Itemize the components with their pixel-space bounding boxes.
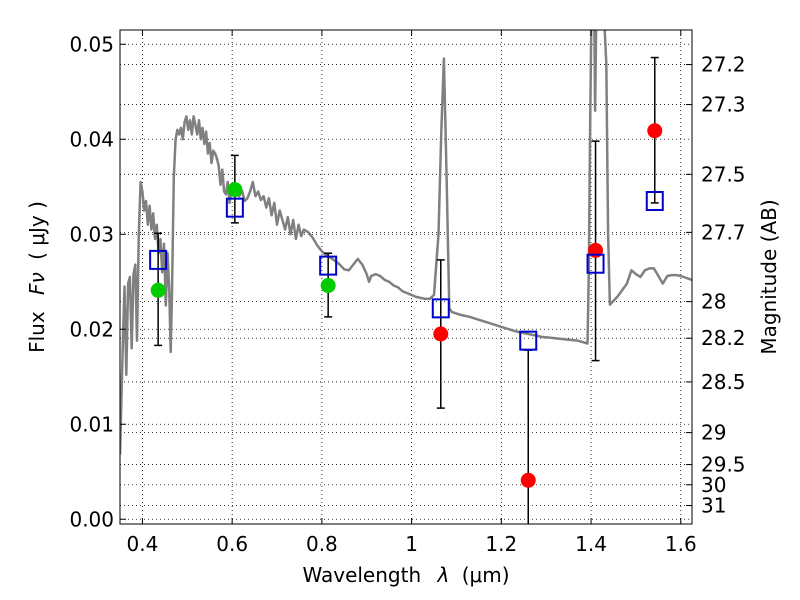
model-photometry-point: [586, 253, 605, 274]
y-tick-label: 0.00: [69, 507, 114, 531]
model-photometry-point: [431, 298, 450, 319]
model-photometry-point: [645, 191, 664, 211]
x-tick-label: 1: [405, 532, 418, 556]
observed-infrared-point: [520, 472, 536, 488]
x-axis-label-prefix: Wavelength: [302, 563, 421, 587]
magnitude-tick-label: 29.5: [701, 453, 746, 477]
y-axis-label-prefix: Flux: [25, 311, 49, 353]
plot-background: [120, 30, 692, 524]
y-axis-label-unit: ( μJy ): [25, 201, 49, 260]
observed-optical-point: [227, 182, 243, 198]
x-tick-label: 0.4: [127, 532, 159, 556]
x-axis-label: Wavelength λ (μm): [302, 563, 509, 587]
x-tick-label: 0.6: [216, 532, 248, 556]
magnitude-tick-label: 28: [701, 290, 726, 314]
y-axis-label: Flux Fν ( μJy ): [25, 201, 49, 353]
magnitude-tick-label: 27.7: [701, 220, 746, 244]
model-photometry-point: [519, 330, 538, 351]
observed-optical-point: [150, 282, 166, 298]
observed-optical-point: [320, 278, 336, 294]
observed-infrared-point: [433, 326, 449, 342]
axis-ticks: 0.4 0.6 0.8 1 1.2 1.4 1.6 0.00 0.01 0.02 0.03 0.04 0…: [69, 30, 746, 556]
spectrum-line: [120, 30, 692, 455]
model-photometry-point: [319, 255, 338, 276]
magnitude-tick-label: 27.3: [701, 93, 746, 117]
x-axis-label-unit: (μm): [462, 563, 510, 587]
x-tick-label: 0.8: [306, 532, 338, 556]
model-spectrum: [120, 30, 692, 455]
x-tick-label: 1.2: [485, 532, 517, 556]
x-axis-label-symbol: λ: [437, 563, 450, 587]
y-tick-label: 0.02: [69, 317, 114, 341]
magnitude-axis-label: Magnitude (AB): [757, 199, 781, 354]
plot-frame: [119, 29, 693, 525]
model-photometry-point: [149, 249, 168, 270]
x-tick-label: 1.4: [575, 532, 607, 556]
magnitude-tick-label: 28.5: [701, 370, 746, 394]
magnitude-tick-label: 27.2: [701, 53, 746, 77]
magnitude-tick-label: 30: [701, 473, 726, 497]
magnitude-tick-label: 29: [701, 421, 726, 445]
data-markers: [149, 123, 664, 488]
model-photometry-point: [225, 197, 244, 218]
y-tick-label: 0.04: [69, 127, 114, 151]
y-tick-label: 0.05: [69, 32, 114, 56]
magnitude-tick-label: 28.2: [701, 326, 746, 350]
x-tick-label: 1.6: [665, 532, 697, 556]
y-axis-label-symbol: Fν: [25, 272, 49, 295]
observed-infrared-point: [647, 123, 663, 139]
y-tick-label: 0.01: [69, 412, 114, 436]
y-tick-label: 0.03: [69, 222, 114, 246]
magnitude-tick-label: 27.5: [701, 162, 746, 186]
magnitude-tick-label: 31: [701, 494, 726, 518]
